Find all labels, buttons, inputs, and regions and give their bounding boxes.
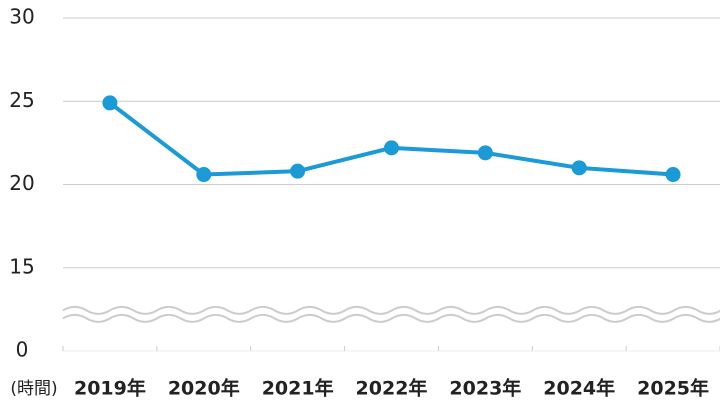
point [196,167,212,183]
point [571,160,587,176]
point [477,145,493,161]
axis-break [62,305,720,315]
y-tick-label: 15 [9,254,34,278]
x-tick-label: 2020年 [168,377,240,400]
x-tick-label: 2025年 [637,377,709,400]
point [290,163,306,179]
x-tick-label: 2024年 [543,377,615,400]
point [665,167,681,183]
y-tick-label: 0 [16,338,29,362]
point [102,95,118,111]
x-axis-label: (時間) [10,379,57,399]
y-tick-label: 25 [9,88,34,112]
x-tick-label: 2023年 [449,377,521,400]
x-tick-label: 2021年 [262,377,334,400]
x-tick-label: 2019年 [74,377,146,400]
axis-break [62,313,720,323]
y-tick-label: 20 [9,171,34,195]
point [384,140,399,156]
line [108,101,674,177]
x-tick-label: 2022年 [356,377,428,400]
y-tick-label: 30 [9,5,34,29]
